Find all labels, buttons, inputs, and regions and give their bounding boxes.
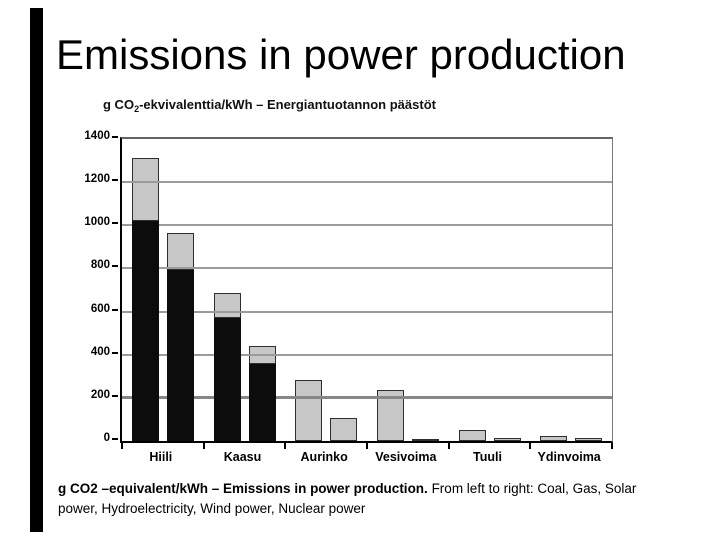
y-axis-label: 800 <box>90 259 110 272</box>
bar-gray-segment <box>213 293 241 319</box>
y-axis-tick <box>112 179 118 182</box>
chart-title: g CO2-ekvivalenttia/kWh – Energiantuotan… <box>103 97 436 114</box>
gridline <box>122 224 612 227</box>
plot-area <box>120 137 613 449</box>
gridline <box>122 353 612 356</box>
bar-black-segment <box>167 269 194 441</box>
y-axis-tick <box>112 438 118 440</box>
x-axis-tick <box>202 443 205 449</box>
y-axis-label: 1400 <box>84 130 110 142</box>
x-axis-tick <box>529 443 532 449</box>
chart-title-subscript: 2 <box>134 104 140 114</box>
left-accent-bar <box>30 8 43 532</box>
caption: g CO2 –equivalent/kWh – Emissions in pow… <box>58 479 678 518</box>
y-axis-label: 400 <box>90 345 110 358</box>
y-axis-tick <box>112 394 118 397</box>
x-axis-label: Aurinko <box>300 450 348 464</box>
bar-gray-segment <box>295 379 323 441</box>
emissions-bar-chart: 0 200 400 600 800 1000 1200 1400 Hiili Kaasu Aurin… <box>84 130 613 464</box>
x-axis-tick <box>447 443 450 449</box>
bar-black-segment <box>248 364 276 441</box>
chart-title-prefix: g CO <box>103 97 135 112</box>
y-axis-label: 1200 <box>84 173 110 186</box>
bar-black-segment <box>213 318 241 441</box>
bar-gray-segment <box>412 439 439 441</box>
x-axis-tick <box>611 443 613 449</box>
y-axis-tick <box>112 308 118 311</box>
y-axis-label: 200 <box>90 388 110 401</box>
bar-gray-segment <box>330 418 358 441</box>
bar-gray-segment <box>458 429 486 441</box>
bar-gray-segment <box>540 435 568 441</box>
gridline <box>122 395 612 399</box>
bar-gray-segment <box>167 232 194 270</box>
x-axis-label: Hiili <box>149 450 173 464</box>
page-title: Emissions in power production <box>56 31 626 78</box>
gridline <box>122 310 612 313</box>
y-axis-tick <box>112 351 118 354</box>
y-axis-label: 1000 <box>84 216 110 229</box>
y-axis-tick <box>112 265 118 268</box>
x-axis-tick <box>121 443 123 449</box>
caption-bold-text: g CO2 –equivalent/kWh – Emissions in pow… <box>58 481 428 496</box>
bar-gray-segment <box>575 438 603 441</box>
bar-black-segment <box>132 220 159 441</box>
gridline <box>122 181 612 184</box>
x-axis-label: Tuuli <box>473 450 502 464</box>
y-axis-tick <box>112 136 118 138</box>
x-axis-label: Ydinvoima <box>537 450 601 464</box>
x-axis-tick <box>366 443 368 449</box>
x-axis-label: Vesivoima <box>375 450 437 464</box>
bar-gray-segment <box>132 158 159 221</box>
chart-title-suffix: -ekvivalenttia/kWh – Energiantuotannon p… <box>139 97 436 112</box>
x-axis-tick <box>284 443 287 449</box>
gridline <box>122 267 612 270</box>
y-axis-label: 0 <box>103 432 110 444</box>
y-axis-label: 600 <box>90 302 110 315</box>
bar-gray-segment <box>493 438 521 441</box>
caption-regular-text: From left to right: Coal, Gas, Solar pow… <box>58 481 637 516</box>
y-axis-tick <box>112 222 118 225</box>
x-axis-label: Kaasu <box>223 450 262 464</box>
